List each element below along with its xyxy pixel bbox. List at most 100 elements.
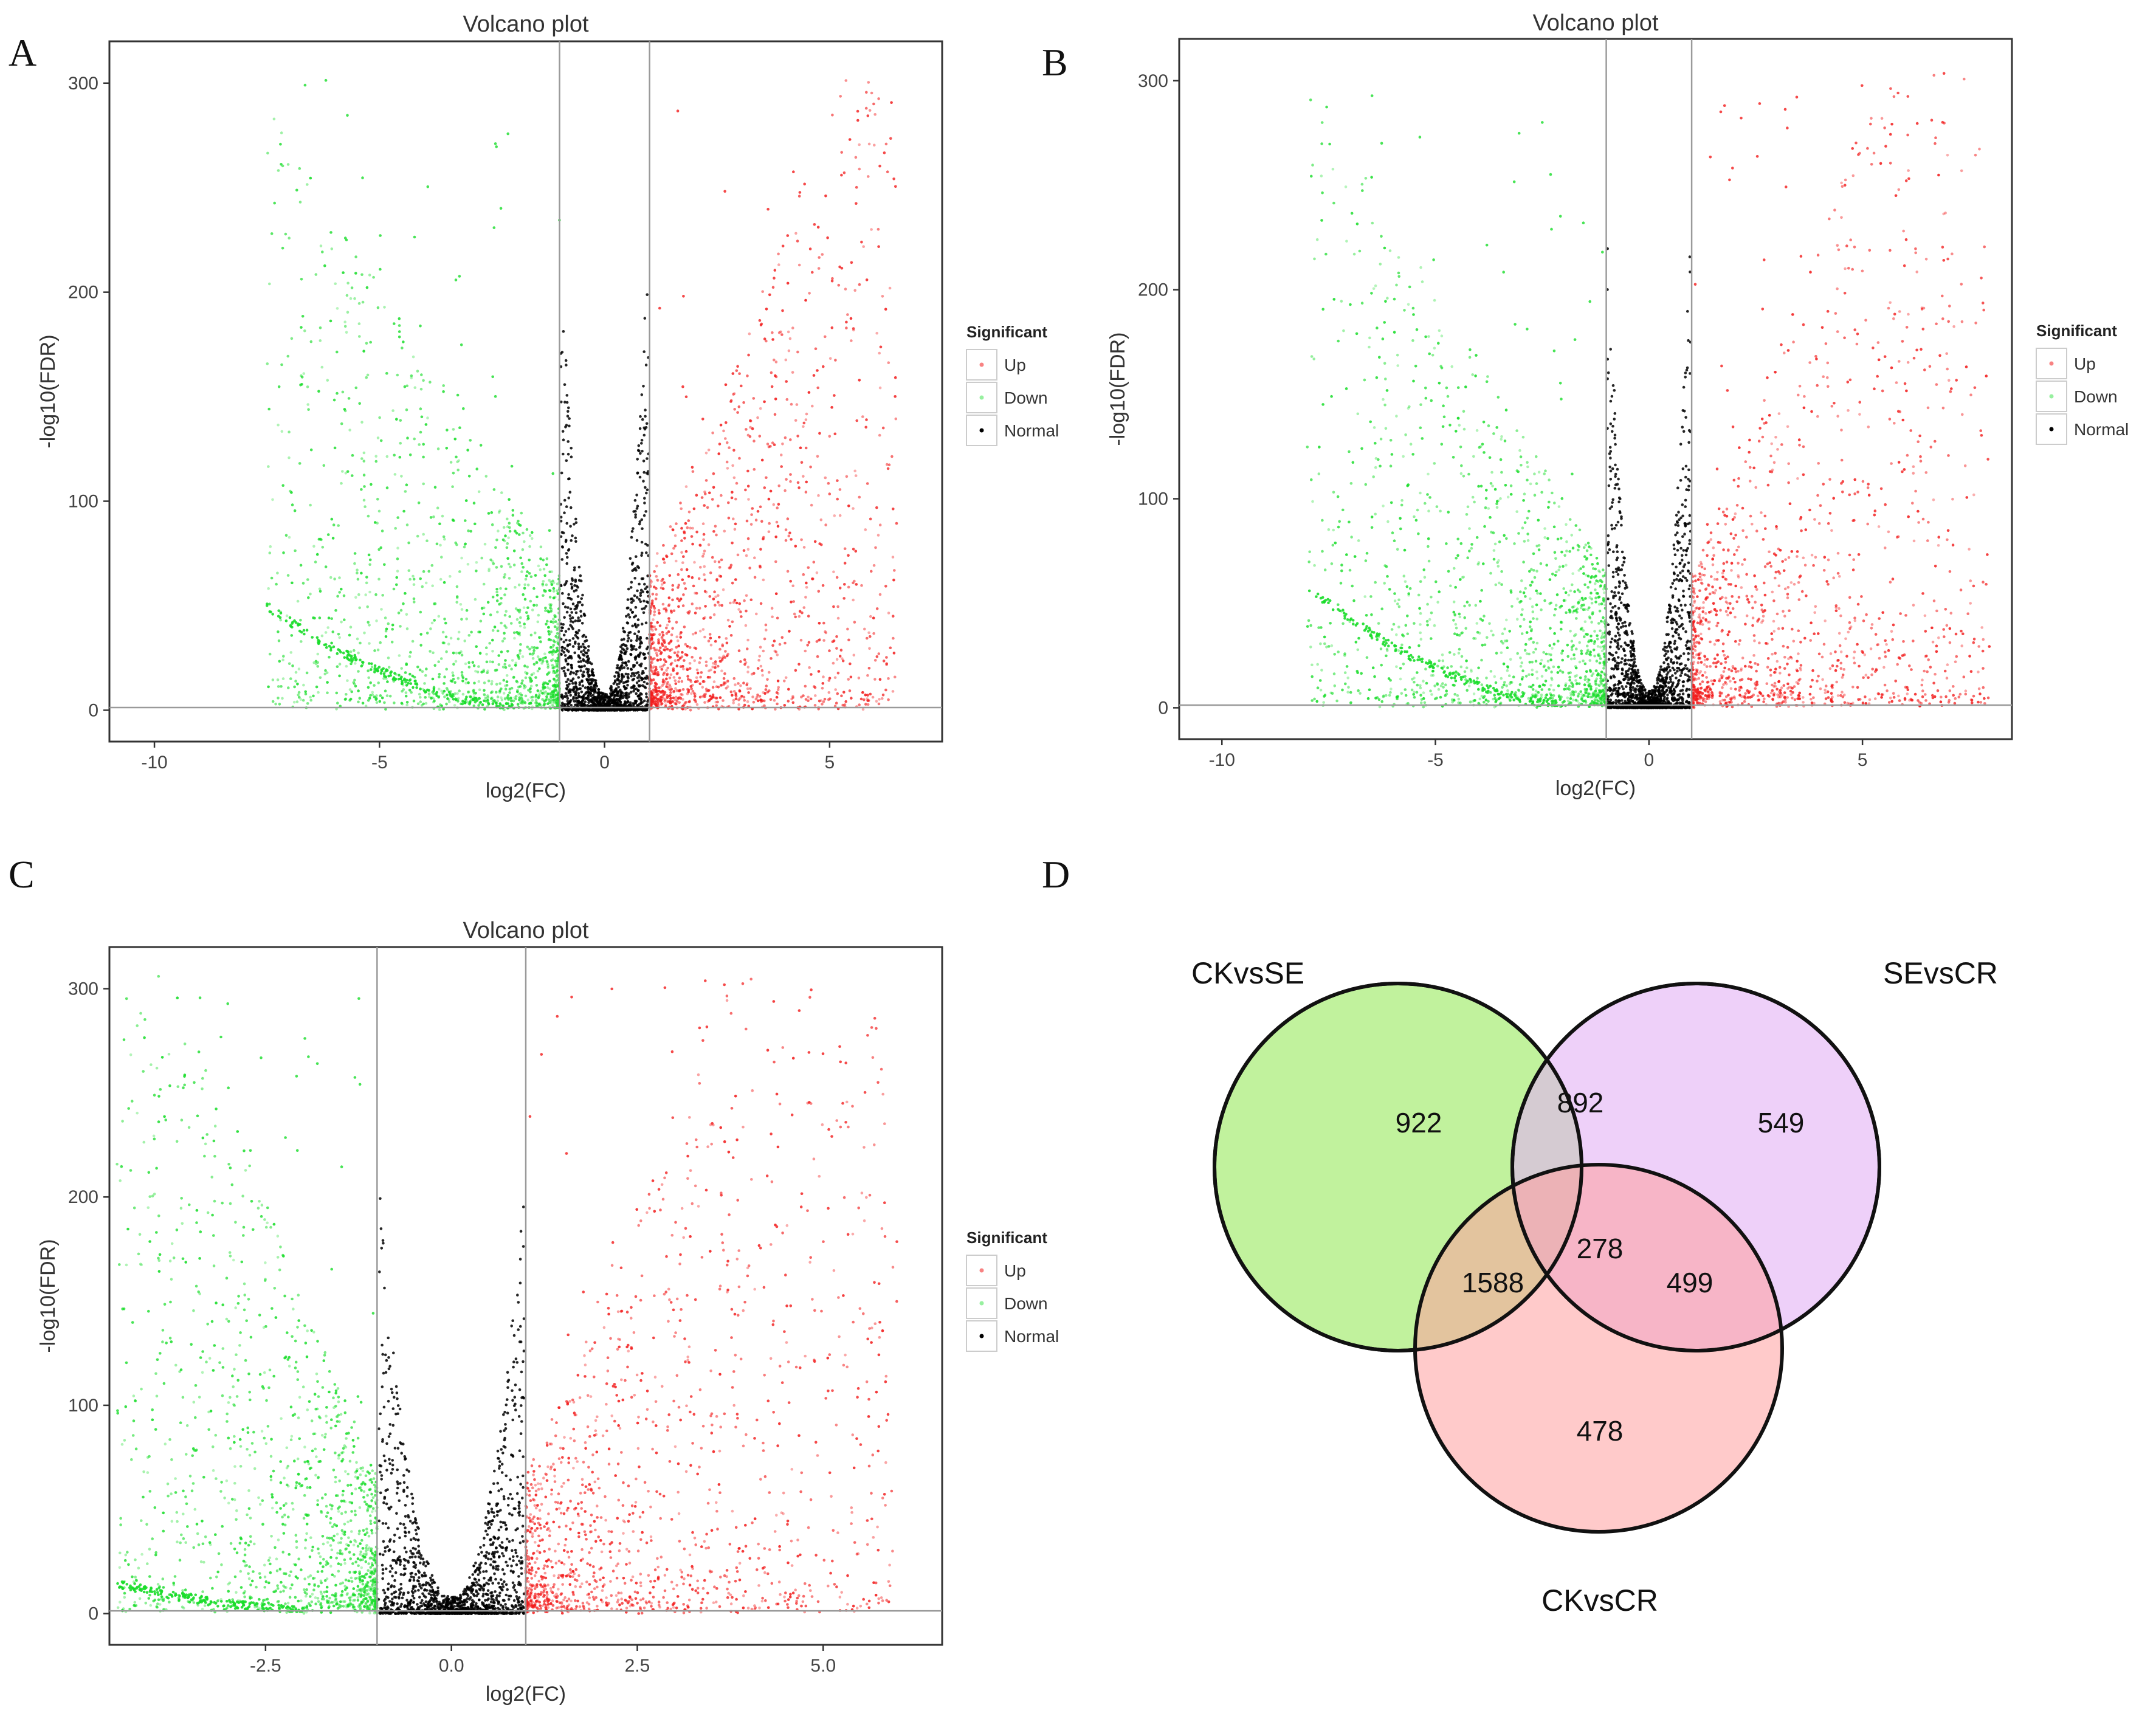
point-up bbox=[687, 575, 691, 578]
point-down bbox=[542, 559, 545, 562]
point-normal bbox=[573, 584, 576, 587]
point-up bbox=[729, 400, 732, 403]
point-up bbox=[870, 570, 873, 573]
point-down bbox=[500, 696, 503, 699]
point-normal bbox=[1670, 627, 1674, 630]
point-up bbox=[838, 655, 842, 658]
point-up bbox=[847, 505, 850, 508]
point-up bbox=[841, 657, 844, 660]
point-normal bbox=[570, 666, 573, 669]
point-normal bbox=[1682, 430, 1686, 433]
point-down bbox=[528, 647, 531, 651]
point-up bbox=[856, 109, 859, 113]
point-up bbox=[794, 545, 797, 548]
point-down bbox=[316, 665, 320, 668]
point-up bbox=[699, 565, 702, 569]
point-normal bbox=[635, 692, 638, 695]
point-down bbox=[278, 703, 281, 706]
point-down bbox=[379, 694, 382, 697]
point-up bbox=[864, 694, 867, 697]
point-normal bbox=[587, 649, 590, 652]
point-down bbox=[548, 670, 551, 674]
point-up bbox=[666, 647, 669, 651]
point-up bbox=[679, 697, 683, 700]
point-down bbox=[482, 582, 486, 586]
point-down bbox=[319, 339, 322, 342]
point-up bbox=[892, 578, 895, 582]
point-up bbox=[729, 690, 733, 694]
point-down bbox=[556, 622, 559, 625]
point-down bbox=[316, 652, 320, 656]
point-normal bbox=[644, 605, 648, 608]
point-normal bbox=[632, 685, 636, 689]
point-up bbox=[804, 698, 808, 701]
point-normal bbox=[618, 658, 621, 661]
point-normal bbox=[571, 534, 574, 537]
point-normal bbox=[1623, 557, 1626, 560]
point-down bbox=[495, 599, 499, 602]
point-down bbox=[461, 700, 464, 703]
point-down bbox=[439, 657, 443, 660]
point-up bbox=[691, 689, 695, 693]
point-up bbox=[709, 668, 712, 672]
point-normal bbox=[578, 619, 582, 622]
point-up bbox=[831, 277, 834, 280]
point-normal bbox=[567, 702, 570, 705]
point-up bbox=[821, 253, 824, 256]
point-up bbox=[675, 664, 679, 667]
point-normal bbox=[570, 611, 573, 614]
point-up bbox=[806, 644, 809, 647]
point-down bbox=[436, 447, 440, 450]
point-down bbox=[436, 506, 439, 509]
point-down bbox=[354, 386, 358, 390]
point-up bbox=[826, 236, 829, 239]
point-normal bbox=[641, 622, 644, 625]
point-up bbox=[804, 491, 808, 494]
point-down bbox=[365, 342, 368, 345]
point-up bbox=[677, 680, 680, 683]
point-normal bbox=[627, 613, 630, 616]
point-down bbox=[519, 642, 522, 646]
point-normal bbox=[1681, 627, 1685, 630]
point-down bbox=[423, 682, 426, 685]
point-up bbox=[753, 556, 756, 559]
point-up bbox=[657, 608, 661, 612]
point-down bbox=[424, 581, 428, 585]
point-up bbox=[736, 411, 739, 414]
point-normal bbox=[569, 617, 572, 621]
point-up bbox=[855, 202, 858, 205]
point-normal bbox=[565, 522, 568, 525]
point-normal bbox=[587, 670, 590, 673]
point-down bbox=[385, 486, 389, 489]
point-up bbox=[809, 465, 812, 469]
point-down bbox=[495, 145, 498, 148]
point-up bbox=[692, 633, 695, 636]
point-down bbox=[319, 590, 322, 593]
point-down bbox=[407, 569, 411, 572]
point-normal bbox=[567, 593, 570, 596]
point-down bbox=[496, 629, 500, 633]
point-normal bbox=[565, 552, 568, 555]
point-up bbox=[874, 546, 877, 549]
point-up bbox=[873, 143, 876, 147]
point-up bbox=[663, 649, 667, 652]
point-up bbox=[658, 611, 661, 615]
point-down bbox=[277, 697, 280, 700]
point-normal bbox=[629, 630, 632, 634]
point-normal bbox=[644, 415, 647, 418]
point-down bbox=[362, 661, 365, 664]
point-normal bbox=[571, 616, 574, 619]
point-down bbox=[512, 563, 516, 567]
point-down bbox=[503, 573, 506, 576]
point-down bbox=[519, 616, 522, 619]
point-down bbox=[340, 621, 343, 624]
point-down bbox=[517, 655, 520, 658]
point-down bbox=[361, 300, 365, 304]
point-normal bbox=[585, 697, 588, 700]
point-down bbox=[399, 419, 402, 422]
point-normal bbox=[621, 661, 624, 664]
point-up bbox=[753, 576, 757, 579]
point-down bbox=[552, 596, 556, 600]
point-up bbox=[842, 597, 846, 600]
